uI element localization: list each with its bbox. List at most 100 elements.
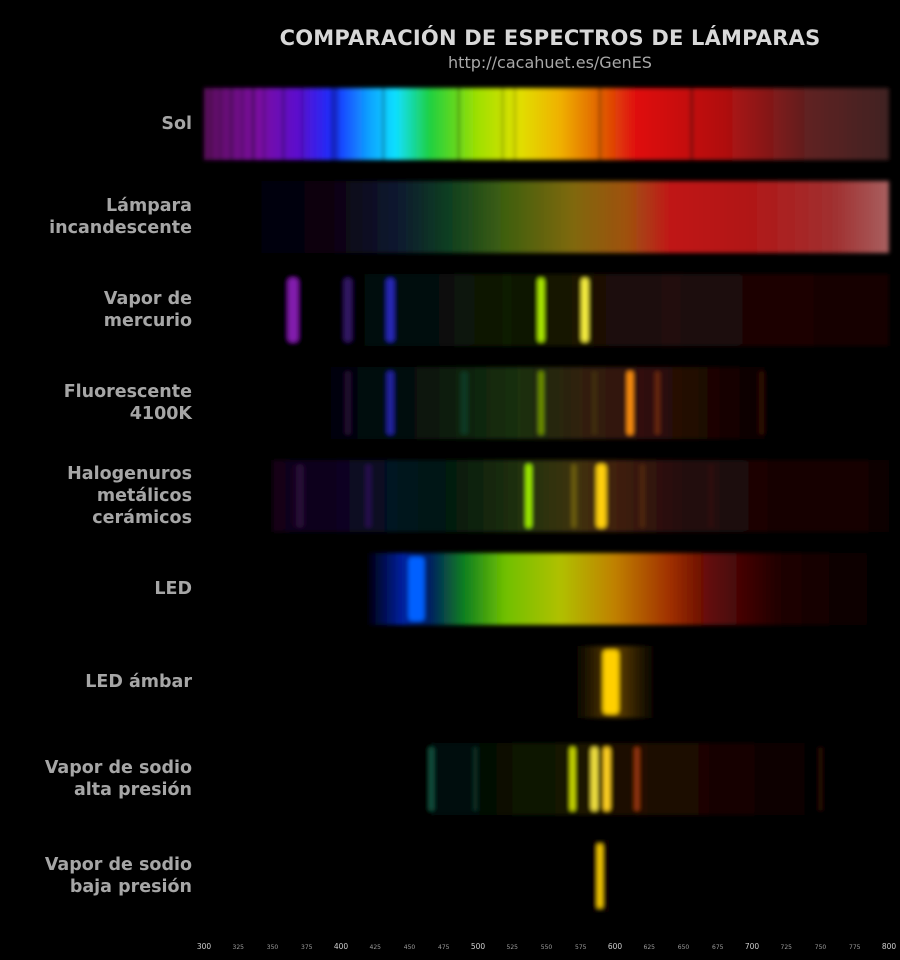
emission-line-sodio-baja-0 — [597, 844, 603, 908]
absorption-line-sol-4 — [252, 88, 255, 160]
tick-label-525: 525 — [507, 944, 519, 951]
emission-line-halogenuros-1 — [365, 464, 372, 528]
emission-line-halogenuros-3 — [571, 464, 577, 528]
spectrum-led — [368, 553, 889, 625]
emission-line-halogenuros-4 — [596, 464, 607, 528]
absorption-line-sol-5 — [263, 88, 265, 160]
spectrum-led-ambar — [573, 646, 657, 718]
spectrum-band-halogenuros — [272, 460, 889, 532]
label-sol: Sol — [0, 88, 192, 160]
tick-label-600: 600 — [608, 942, 623, 951]
emission-line-mercurio-3 — [538, 278, 545, 342]
emission-line-led-ambar-0 — [602, 650, 619, 714]
emission-line-sodio-alta-1 — [473, 747, 478, 811]
label-line: Sol — [161, 114, 192, 134]
label-line: alta presión — [74, 780, 192, 800]
tick-label-375: 375 — [301, 944, 313, 951]
emission-line-sodio-alta-4 — [603, 747, 611, 811]
absorption-line-sol-13 — [514, 88, 516, 160]
absorption-line-sol-15 — [690, 88, 693, 160]
tick-label-575: 575 — [575, 944, 587, 951]
label-line: LED ámbar — [85, 672, 192, 692]
tick-label-300: 300 — [197, 942, 212, 951]
emission-line-mercurio-2 — [386, 278, 395, 342]
label-line: Vapor de — [103, 289, 192, 309]
label-halogenuros: Halogenuros metálicos cerámicos — [0, 460, 192, 532]
label-line: Halogenuros — [67, 464, 192, 484]
spectrum-band-sol — [204, 88, 889, 160]
spectrum-band-led — [368, 553, 889, 625]
label-line: LED — [154, 579, 192, 599]
tick-label-750: 750 — [815, 944, 827, 951]
label-line: 4100K — [129, 404, 192, 424]
emission-line-sodio-alta-2 — [570, 747, 576, 811]
spectrum-sodio-baja — [587, 840, 615, 912]
emission-line-fluorescente-1 — [386, 371, 394, 435]
tick-label-550: 550 — [541, 944, 553, 951]
spectrum-band-incandescente — [204, 181, 889, 253]
label-line: Fluorescente — [63, 382, 192, 402]
tick-label-475: 475 — [438, 944, 450, 951]
emission-line-sodio-alta-0 — [428, 747, 434, 811]
emission-line-mercurio-0 — [288, 278, 299, 342]
absorption-line-sol-7 — [302, 88, 304, 160]
absorption-line-sol-12 — [502, 88, 504, 160]
emission-line-halogenuros-2 — [525, 464, 532, 528]
emission-line-halogenuros-6 — [708, 464, 713, 528]
emission-line-halogenuros-0 — [295, 464, 304, 528]
emission-line-fluorescente-2 — [460, 371, 469, 435]
absorption-line-sol-11 — [458, 88, 460, 160]
absorption-line-sol-6 — [282, 88, 285, 160]
spectrum-sol — [204, 88, 889, 160]
emission-line-fluorescente-4 — [592, 371, 597, 435]
emission-line-fluorescente-3 — [538, 371, 544, 435]
emission-line-fluorescente-5 — [627, 371, 634, 435]
tick-label-675: 675 — [712, 944, 724, 951]
label-led: LED — [0, 553, 192, 625]
absorption-line-sol-9 — [336, 88, 338, 160]
tick-label-350: 350 — [267, 944, 279, 951]
emission-line-sodio-alta-3 — [590, 747, 598, 811]
label-line: incandescente — [49, 218, 192, 238]
absorption-line-sol-3 — [241, 88, 243, 160]
label-incandescente: Lámpara incandescente — [0, 181, 192, 253]
absorption-line-sol-8 — [331, 88, 334, 160]
emission-line-halogenuros-5 — [639, 464, 645, 528]
wavelength-axis: 300 325 350 375 400 425 450 475 500 525 550 575 600 6… — [197, 942, 897, 951]
absorption-line-sol-0 — [210, 88, 212, 160]
emission-line-fluorescente-7 — [759, 371, 765, 435]
spectrum-halogenuros — [272, 460, 889, 532]
page-title: COMPARACIÓN DE ESPECTROS DE LÁMPARAS — [279, 26, 821, 50]
tick-label-650: 650 — [678, 944, 690, 951]
label-sodio-alta: Vapor de sodio alta presión — [0, 743, 192, 815]
absorption-line-sol-10 — [382, 88, 385, 160]
emission-line-led-0 — [408, 557, 425, 621]
spectrum-mercurio — [279, 274, 890, 346]
absorption-line-sol-1 — [219, 88, 221, 160]
label-fluorescente: Fluorescente 4100K — [0, 367, 192, 439]
tick-label-625: 625 — [644, 944, 656, 951]
tick-label-500: 500 — [471, 942, 486, 951]
tick-label-400: 400 — [334, 942, 349, 951]
label-mercurio: Vapor de mercurio — [0, 274, 192, 346]
tick-label-450: 450 — [404, 944, 416, 951]
spectrum-band-fluorescente — [286, 367, 780, 439]
tick-label-700: 700 — [745, 942, 760, 951]
label-line: baja presión — [69, 877, 192, 897]
spectrum-incandescente — [204, 181, 889, 253]
emission-line-fluorescente-0 — [344, 371, 351, 435]
emission-line-mercurio-1 — [343, 278, 352, 342]
label-led-ambar: LED ámbar — [0, 646, 192, 718]
spectrum-sodio-alta — [395, 743, 835, 815]
tick-label-725: 725 — [781, 944, 793, 951]
emission-line-sodio-alta-6 — [818, 747, 823, 811]
label-sodio-baja: Vapor de sodio baja presión — [0, 840, 192, 912]
spectrum-fluorescente — [286, 367, 780, 439]
emission-line-sodio-alta-5 — [634, 747, 640, 811]
emission-line-fluorescente-6 — [654, 371, 660, 435]
label-line: metálicos — [96, 486, 192, 506]
label-line: Vapor de sodio — [44, 855, 192, 875]
tick-label-800: 800 — [882, 942, 897, 951]
label-line: Lámpara — [106, 196, 192, 216]
